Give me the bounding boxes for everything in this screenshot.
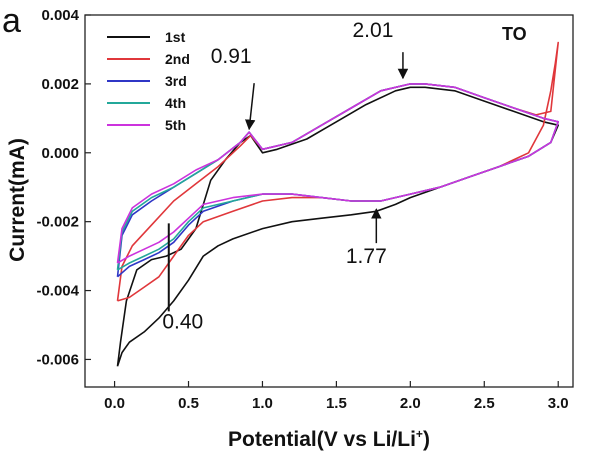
x-tick-label: 2.0 [400, 395, 421, 412]
annotation-label: 2.01 [353, 19, 394, 42]
x-axis-label: Potential(V vs Li/Li+) [228, 427, 430, 451]
x-tick-label: 2.5 [474, 395, 495, 412]
legend-label-5: 5th [165, 117, 186, 133]
legend-label-2: 2nd [165, 51, 190, 67]
x-axis-label-sup: + [416, 427, 423, 441]
series-line-5 [116, 83, 560, 264]
annotation-label: 1.77 [346, 245, 387, 268]
legend-label-4: 4th [165, 95, 186, 111]
legend-label-1: 1st [165, 29, 186, 45]
panel-label: a [2, 2, 21, 40]
annotation-arrow [244, 83, 256, 131]
y-tick-label: 0.000 [41, 145, 79, 162]
legend-label-3: 3rd [165, 73, 187, 89]
x-tick-label: 1.0 [252, 395, 273, 412]
x-axis-label-main: Potential(V vs Li/Li [228, 428, 416, 451]
x-tick-label: 3.0 [548, 395, 569, 412]
plot-frame [84, 14, 574, 388]
y-axis-label: Current(mA) [6, 138, 29, 262]
tick-layer: 0.0 0.5 1.0 1.5 2.0 2.5 3.0 -0.006 -0.004 -0.002 0… [36, 7, 568, 412]
y-tick-label: -0.004 [36, 283, 79, 300]
annotation-label: 0.91 [211, 45, 252, 68]
series-line-2 [116, 41, 560, 302]
y-tick-label: -0.006 [36, 351, 79, 368]
annotation-label: 0.40 [162, 310, 203, 333]
x-tick-label: 1.5 [326, 395, 347, 412]
x-tick-label: 0.5 [178, 395, 199, 412]
annotation-layer: 0.91 2.01 1.77 0.40 [162, 19, 409, 333]
y-tick-label: 0.004 [41, 7, 79, 24]
y-tick-label: -0.002 [36, 214, 79, 231]
electrode-tag: TO [502, 24, 527, 44]
y-tick-label: 0.002 [41, 76, 79, 93]
x-axis-label-close: ) [423, 428, 430, 451]
legend: 1st 2nd 3rd 4th 5th [107, 29, 190, 133]
x-tick-label: 0.0 [104, 395, 125, 412]
series-layer [116, 41, 560, 367]
